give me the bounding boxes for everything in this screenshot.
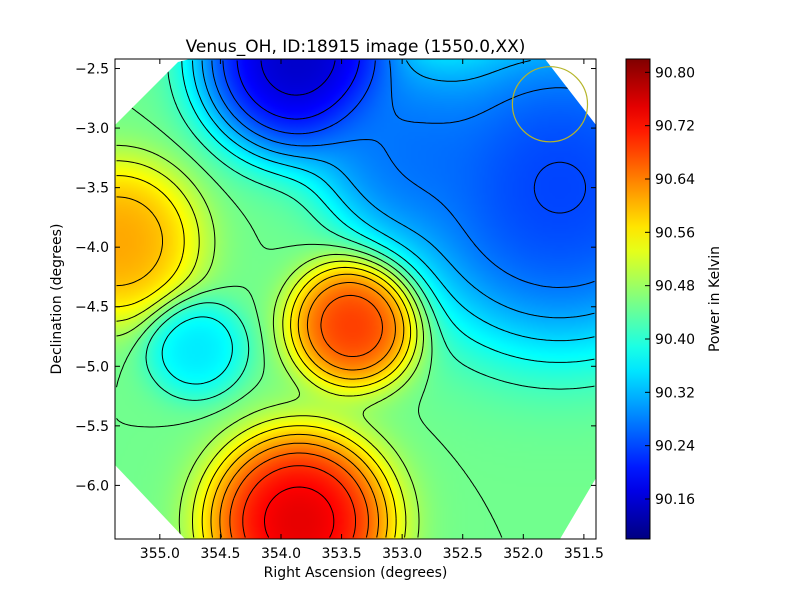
colorbar-tick-label: 90.24 bbox=[655, 439, 695, 455]
plot-frame bbox=[114, 58, 597, 540]
contour-line bbox=[264, 486, 335, 538]
x-tick-label: 355.0 bbox=[140, 546, 180, 562]
colorbar-label: Power in Kelvin bbox=[707, 246, 723, 352]
colorbar-tick-label: 90.16 bbox=[655, 492, 695, 508]
x-axis: 355.0 354.5 354.0 353.5 353.0 352.5 352.0 351.5 bbox=[140, 59, 604, 562]
y-tick-label: −3.5 bbox=[75, 181, 109, 197]
y-tick-label: −5.0 bbox=[75, 359, 109, 375]
x-axis-label: Right Ascension (degrees) bbox=[264, 565, 448, 581]
chart-title: Venus_OH, ID:18915 image (1550.0,XX) bbox=[186, 37, 526, 57]
contour-line bbox=[229, 294, 383, 538]
plot-area bbox=[115, 59, 596, 539]
contour-line bbox=[116, 144, 424, 538]
colorbar-tick-label: 90.32 bbox=[655, 385, 695, 401]
contour-line bbox=[260, 60, 336, 96]
x-tick-label: 352.0 bbox=[503, 546, 543, 562]
contour-line bbox=[116, 175, 412, 538]
x-tick-label: 354.0 bbox=[261, 546, 301, 562]
contour-line bbox=[222, 60, 586, 214]
contour-line bbox=[116, 160, 418, 538]
contour-line bbox=[192, 60, 595, 342]
y-tick-label: −4.5 bbox=[75, 300, 109, 316]
beam-circle bbox=[511, 66, 589, 143]
y-axis: −2.5 −3.0 −3.5 −4.0 −4.5 −5.0 −5.5 −6.0 bbox=[75, 62, 596, 494]
colorbar-tick-label: 90.48 bbox=[655, 279, 695, 295]
y-tick-label: −4.0 bbox=[75, 240, 109, 256]
colorbar bbox=[625, 58, 651, 540]
y-tick-label: −3.0 bbox=[75, 121, 109, 137]
x-tick-label: 353.5 bbox=[322, 546, 362, 562]
x-tick-label: 354.5 bbox=[200, 546, 240, 562]
heatmap-image bbox=[115, 59, 596, 539]
x-tick-label: 351.5 bbox=[564, 546, 604, 562]
contour-line bbox=[236, 60, 360, 120]
colorbar-tick-label: 90.80 bbox=[655, 65, 695, 81]
y-axis-label: Declination (degrees) bbox=[49, 224, 65, 375]
colorbar-tick-label: 90.40 bbox=[655, 332, 695, 348]
x-tick-label: 353.0 bbox=[382, 546, 422, 562]
colorbar-tick-label: 90.72 bbox=[655, 119, 695, 135]
y-tick-label: −6.0 bbox=[75, 478, 109, 494]
colorbar-tick-label: 90.64 bbox=[655, 172, 695, 188]
contour-line bbox=[201, 60, 595, 319]
x-tick-label: 352.5 bbox=[443, 546, 483, 562]
contour-line bbox=[161, 60, 595, 385]
colorbar-tick-label: 90.56 bbox=[655, 225, 695, 241]
colorbar-ticks: 90.16 90.24 90.32 90.40 90.48 90.56 90.64 90.72… bbox=[645, 65, 695, 508]
contour-line bbox=[219, 282, 396, 538]
y-tick-label: −2.5 bbox=[75, 62, 109, 78]
contour-line bbox=[242, 465, 356, 538]
y-tick-label: −5.5 bbox=[75, 419, 109, 435]
contour-line bbox=[116, 196, 405, 538]
